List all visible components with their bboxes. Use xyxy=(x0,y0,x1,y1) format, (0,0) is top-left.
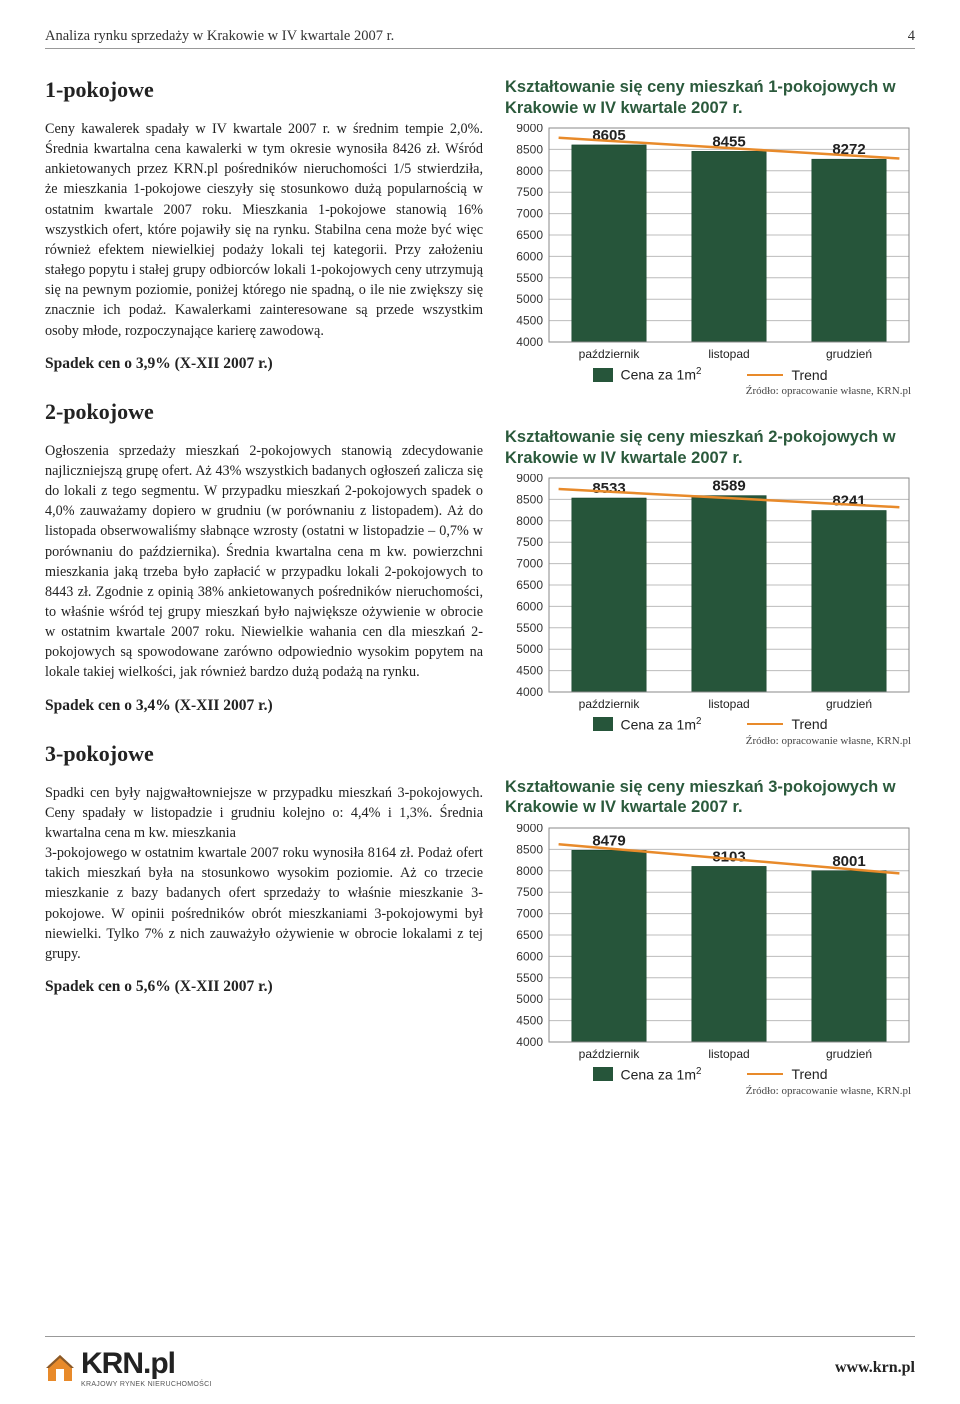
chart-svg: 4000 4500 5000 5500 6000 6500 7000 7500 8000 8500… xyxy=(505,474,915,712)
page-number: 4 xyxy=(908,28,915,45)
svg-text:9000: 9000 xyxy=(516,124,543,135)
svg-text:8589: 8589 xyxy=(712,478,745,495)
svg-text:8000: 8000 xyxy=(516,864,543,878)
footer-url: www.krn.pl xyxy=(835,1359,915,1377)
svg-text:grudzień: grudzień xyxy=(826,1047,872,1061)
page-footer: KRN.pl KRAJOWY RYNEK NIERUCHOMOŚCI www.k… xyxy=(45,1336,915,1388)
svg-text:8533: 8533 xyxy=(592,480,625,497)
chart-title: Kształtowanie się ceny mieszkań 3-pokojo… xyxy=(505,777,915,818)
chart-source: Źródło: opracowanie własne, KRN.pl xyxy=(505,385,915,397)
svg-text:listopad: listopad xyxy=(708,697,749,711)
section-1pok: 1-pokojowe Ceny kawalerek spadały w IV k… xyxy=(45,77,483,373)
house-icon xyxy=(45,1352,75,1384)
content-columns: 1-pokojowe Ceny kawalerek spadały w IV k… xyxy=(45,77,915,1127)
svg-text:4000: 4000 xyxy=(516,685,543,699)
section-body: Spadki cen były najgwałtowniejsze w przy… xyxy=(45,783,483,964)
chart-2pok: Kształtowanie się ceny mieszkań 2-pokojo… xyxy=(505,427,915,747)
svg-text:6500: 6500 xyxy=(516,228,543,242)
chart-legend: Cena za 1m2 Trend xyxy=(505,1066,915,1083)
section-title: 1-pokojowe xyxy=(45,77,483,103)
svg-text:8500: 8500 xyxy=(516,143,543,157)
svg-text:październik: październik xyxy=(579,1047,641,1061)
logo-subtitle: KRAJOWY RYNEK NIERUCHOMOŚCI xyxy=(81,1381,212,1388)
left-column: 1-pokojowe Ceny kawalerek spadały w IV k… xyxy=(45,77,483,1127)
svg-text:8500: 8500 xyxy=(516,842,543,856)
svg-text:9000: 9000 xyxy=(516,824,543,835)
legend-price-label: Cena za 1m2 xyxy=(621,716,702,733)
svg-text:6000: 6000 xyxy=(516,600,543,614)
chart-source: Źródło: opracowanie własne, KRN.pl xyxy=(505,735,915,747)
svg-text:5000: 5000 xyxy=(516,642,543,656)
chart-1pok: Kształtowanie się ceny mieszkań 1-pokojo… xyxy=(505,77,915,397)
section-2pok: 2-pokojowe Ogłoszenia sprzedaży mieszkań… xyxy=(45,399,483,715)
svg-text:6500: 6500 xyxy=(516,578,543,592)
legend-trend-label: Trend xyxy=(791,1066,827,1082)
svg-text:8000: 8000 xyxy=(516,164,543,178)
svg-text:7500: 7500 xyxy=(516,535,543,549)
legend-trend-label: Trend xyxy=(791,367,827,383)
section-3pok: 3-pokojowe Spadki cen były najgwałtownie… xyxy=(45,741,483,996)
logo-text: KRN.pl xyxy=(81,1347,212,1381)
header-title: Analiza rynku sprzedaży w Krakowie w IV … xyxy=(45,28,394,45)
legend-price-label: Cena za 1m2 xyxy=(621,366,702,383)
legend-trend-icon xyxy=(747,1073,783,1075)
svg-text:5000: 5000 xyxy=(516,992,543,1006)
legend-trend-icon xyxy=(747,374,783,376)
svg-text:7000: 7000 xyxy=(516,907,543,921)
section-summary: Spadek cen o 3,4% (X-XII 2007 r.) xyxy=(45,697,483,715)
legend-swatch-icon xyxy=(593,1067,613,1081)
svg-text:7500: 7500 xyxy=(516,185,543,199)
section-body: Ceny kawalerek spadały w IV kwartale 200… xyxy=(45,119,483,341)
chart-title: Kształtowanie się ceny mieszkań 1-pokojo… xyxy=(505,77,915,118)
page-header: Analiza rynku sprzedaży w Krakowie w IV … xyxy=(45,28,915,49)
svg-text:7000: 7000 xyxy=(516,207,543,221)
svg-text:5500: 5500 xyxy=(516,621,543,635)
svg-text:8000: 8000 xyxy=(516,514,543,528)
svg-text:4000: 4000 xyxy=(516,335,543,349)
chart-legend: Cena za 1m2 Trend xyxy=(505,716,915,733)
svg-text:7000: 7000 xyxy=(516,557,543,571)
chart-svg: 4000 4500 5000 5500 6000 6500 7000 7500 8000 8500… xyxy=(505,124,915,362)
legend-price-label: Cena za 1m2 xyxy=(621,1066,702,1083)
chart-source: Źródło: opracowanie własne, KRN.pl xyxy=(505,1085,915,1097)
svg-text:4000: 4000 xyxy=(516,1035,543,1049)
svg-text:9000: 9000 xyxy=(516,474,543,485)
legend-swatch-icon xyxy=(593,368,613,382)
chart-title: Kształtowanie się ceny mieszkań 2-pokojo… xyxy=(505,427,915,468)
svg-text:5500: 5500 xyxy=(516,971,543,985)
section-body: Ogłoszenia sprzedaży mieszkań 2-pokojowy… xyxy=(45,441,483,683)
svg-text:4500: 4500 xyxy=(516,664,543,678)
chart-3pok: Kształtowanie się ceny mieszkań 3-pokojo… xyxy=(505,777,915,1097)
chart-svg: 4000 4500 5000 5500 6000 6500 7000 7500 8000 8500… xyxy=(505,824,915,1062)
svg-text:4500: 4500 xyxy=(516,314,543,328)
legend-trend-icon xyxy=(747,723,783,725)
right-column: Kształtowanie się ceny mieszkań 1-pokojo… xyxy=(505,77,915,1127)
footer-logo: KRN.pl KRAJOWY RYNEK NIERUCHOMOŚCI xyxy=(45,1347,212,1388)
svg-text:październik: październik xyxy=(579,697,641,711)
chart-legend: Cena za 1m2 Trend xyxy=(505,366,915,383)
svg-text:6000: 6000 xyxy=(516,949,543,963)
svg-text:grudzień: grudzień xyxy=(826,697,872,711)
svg-text:listopad: listopad xyxy=(708,347,749,361)
svg-text:6500: 6500 xyxy=(516,928,543,942)
svg-text:październik: październik xyxy=(579,347,641,361)
section-summary: Spadek cen o 3,9% (X-XII 2007 r.) xyxy=(45,355,483,373)
svg-text:8241: 8241 xyxy=(832,493,865,510)
svg-text:grudzień: grudzień xyxy=(826,347,872,361)
section-title: 3-pokojowe xyxy=(45,741,483,767)
svg-text:7500: 7500 xyxy=(516,885,543,899)
section-title: 2-pokojowe xyxy=(45,399,483,425)
svg-text:listopad: listopad xyxy=(708,1047,749,1061)
legend-trend-label: Trend xyxy=(791,716,827,732)
svg-text:4500: 4500 xyxy=(516,1014,543,1028)
svg-text:8500: 8500 xyxy=(516,493,543,507)
svg-text:5000: 5000 xyxy=(516,292,543,306)
section-summary: Spadek cen o 5,6% (X-XII 2007 r.) xyxy=(45,978,483,996)
svg-text:6000: 6000 xyxy=(516,250,543,264)
svg-text:5500: 5500 xyxy=(516,271,543,285)
legend-swatch-icon xyxy=(593,717,613,731)
